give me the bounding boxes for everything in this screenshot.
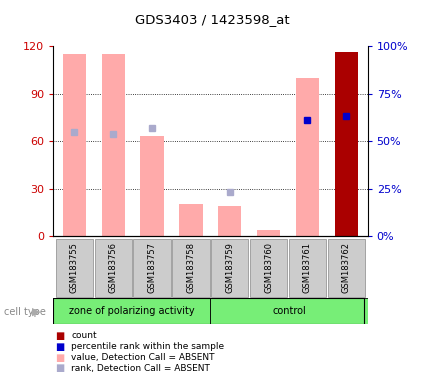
Bar [250,239,287,297]
Text: GSM183758: GSM183758 [187,242,196,293]
Bar [289,239,326,297]
Text: ■: ■ [55,331,65,341]
Bar [95,239,132,297]
Text: GSM183755: GSM183755 [70,242,79,293]
Text: GSM183756: GSM183756 [109,242,118,293]
Text: GSM183759: GSM183759 [225,242,234,293]
Text: GSM183761: GSM183761 [303,242,312,293]
Text: zone of polarizing activity: zone of polarizing activity [69,306,195,316]
Text: GSM183757: GSM183757 [147,242,157,293]
Bar [210,298,368,324]
Bar [211,239,249,297]
Text: value, Detection Call = ABSENT: value, Detection Call = ABSENT [71,353,215,362]
Text: ■: ■ [55,353,65,362]
Text: GDS3403 / 1423598_at: GDS3403 / 1423598_at [135,13,290,26]
Text: GSM183760: GSM183760 [264,242,273,293]
Bar [334,53,358,236]
Bar [141,136,164,236]
Bar [133,239,171,297]
Text: rank, Detection Call = ABSENT: rank, Detection Call = ABSENT [71,364,210,373]
Text: percentile rank within the sample: percentile rank within the sample [71,342,224,351]
Bar [328,239,365,297]
Bar [296,78,319,236]
Bar [218,206,241,236]
Text: GSM183762: GSM183762 [342,242,351,293]
Bar [102,54,125,236]
Bar [172,239,210,297]
Text: count: count [71,331,97,341]
Text: ■: ■ [55,342,65,352]
Bar [53,298,210,324]
Bar [63,54,86,236]
Bar [179,204,203,236]
Text: ▶: ▶ [32,307,40,317]
Bar [257,230,280,236]
Text: cell type: cell type [4,307,46,317]
Text: control: control [272,306,306,316]
Text: ■: ■ [55,363,65,373]
Bar [56,239,93,297]
